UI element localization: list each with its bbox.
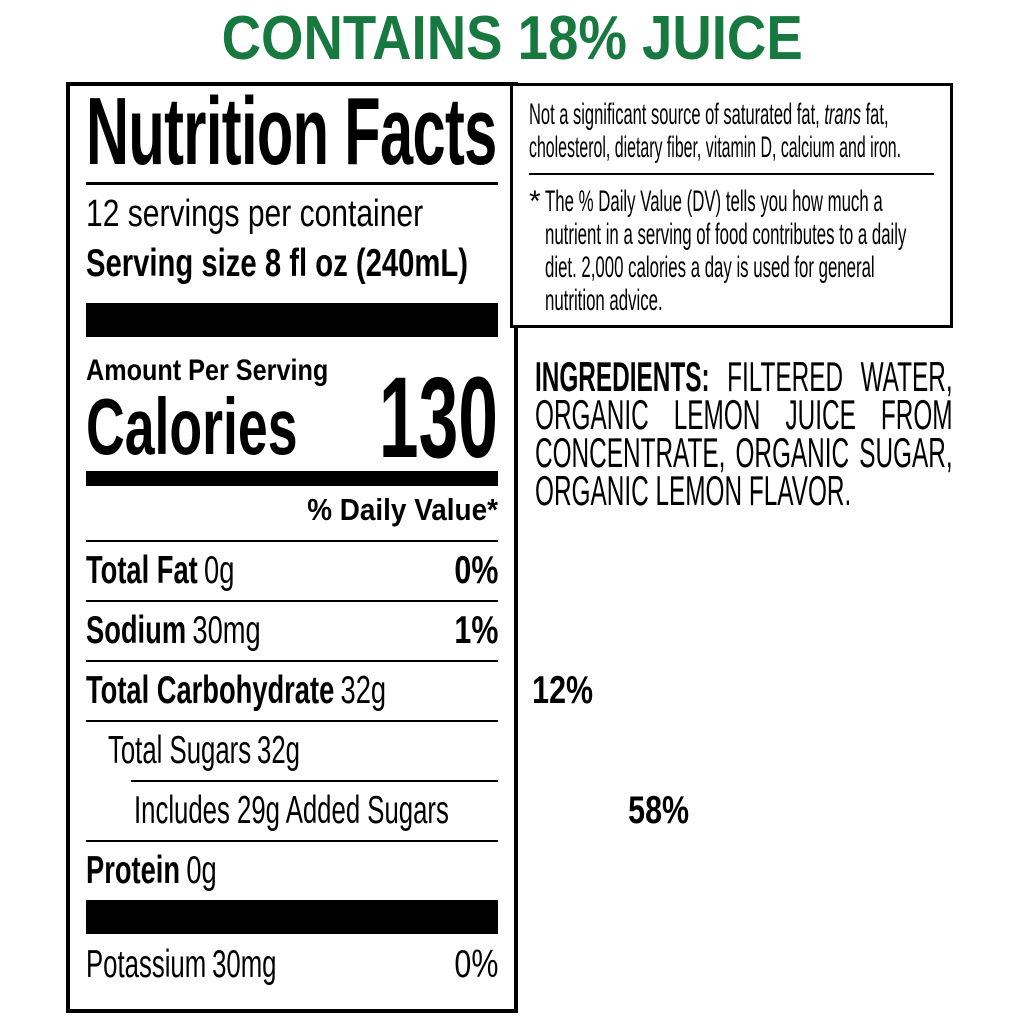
ingredients-heading: INGREDIENTS: [535,353,710,400]
nutrient-daily-value: 12% [531,669,593,712]
ingredients-line: CONCENTRATE, ORGANIC SUGAR, [535,429,953,476]
footnote-asterisk: * [529,185,541,218]
nutrient-name: Total Fat [86,549,198,592]
trans-italic: trans [824,98,862,131]
calories-section: Amount Per Serving Calories 130 [86,343,498,482]
divider [131,780,498,782]
ingredients-line: ORGANIC LEMON JUICE FROM [535,391,953,438]
nutrient-row-total-sugars: Total Sugars 32g [86,722,498,780]
nutrient-row-added-sugars: Includes 29g Added Sugars 58% [86,782,689,842]
nutrient-name: Sodium [86,609,187,652]
daily-value-footnote: * The % Daily Value (DV) tells you how m… [529,185,907,317]
nutrient-name: Potassium [86,943,207,986]
divider [529,173,934,175]
servings-per-container: 12 servings per container [86,193,424,235]
nutrient-daily-value: 0% [454,943,498,986]
section-bar [86,471,498,486]
divider [86,182,498,185]
nutrient-name: Total Sugars [108,729,252,772]
section-bar [86,900,498,934]
ingredients-line: ORGANIC LEMON FLAVOR. [535,467,852,514]
nutrient-name: Protein [86,849,181,892]
disclaimer-box: Not a significant source of saturated fa… [510,83,953,328]
nutrient-name: Includes 29g Added Sugars [134,789,449,832]
juice-content-banner: CONTAINS 18% JUICE [0,8,1024,70]
nutrient-daily-value: 1% [454,609,498,652]
nutrient-row-potassium: Potassium 30mg 0% [86,934,498,994]
divider [86,540,498,542]
nutrient-name: Total Carbohydrate [86,669,335,712]
calories-value: 130 [379,354,498,482]
nutrient-row-sodium: Sodium 30mg 1% [86,602,498,662]
nutrient-daily-value: 58% [628,789,690,832]
serving-size: Serving size 8 fl oz (240mL) [86,242,468,285]
nutrition-facts-panel: Nutrition Facts 12 servings per containe… [66,78,689,1013]
nutrient-row-total-carbohydrate: Total Carbohydrate 32g 12% [86,662,593,722]
calories-label: Calories [86,382,298,471]
nutrient-amount: 32g [340,669,387,712]
nutrient-amount: 30mg [212,943,277,986]
ingredients-line: INGREDIENTS: FILTERED WATER, [535,353,953,400]
ingredients-list: INGREDIENTS: FILTERED WATER, ORGANIC LEM… [535,353,953,514]
nutrient-row-protein: Protein 0g [86,842,498,900]
daily-value-header: % Daily Value* [307,492,498,527]
nutrient-amount: 0g [204,549,235,592]
nutrient-amount: 32g [257,729,300,772]
nutrient-daily-value: 0% [454,549,498,592]
nutrition-facts-title: Nutrition Facts [86,78,497,185]
nutrient-amount: 30mg [192,609,261,652]
nutrient-amount: 0g [186,849,217,892]
section-bar [86,303,498,337]
juice-content-text: CONTAINS 18% JUICE [221,4,803,73]
not-significant-source-note: Not a significant source of saturated fa… [529,98,902,164]
nutrient-row-total-fat: Total Fat 0g 0% [86,542,498,602]
amount-per-serving-label: Amount Per Serving [86,354,329,387]
